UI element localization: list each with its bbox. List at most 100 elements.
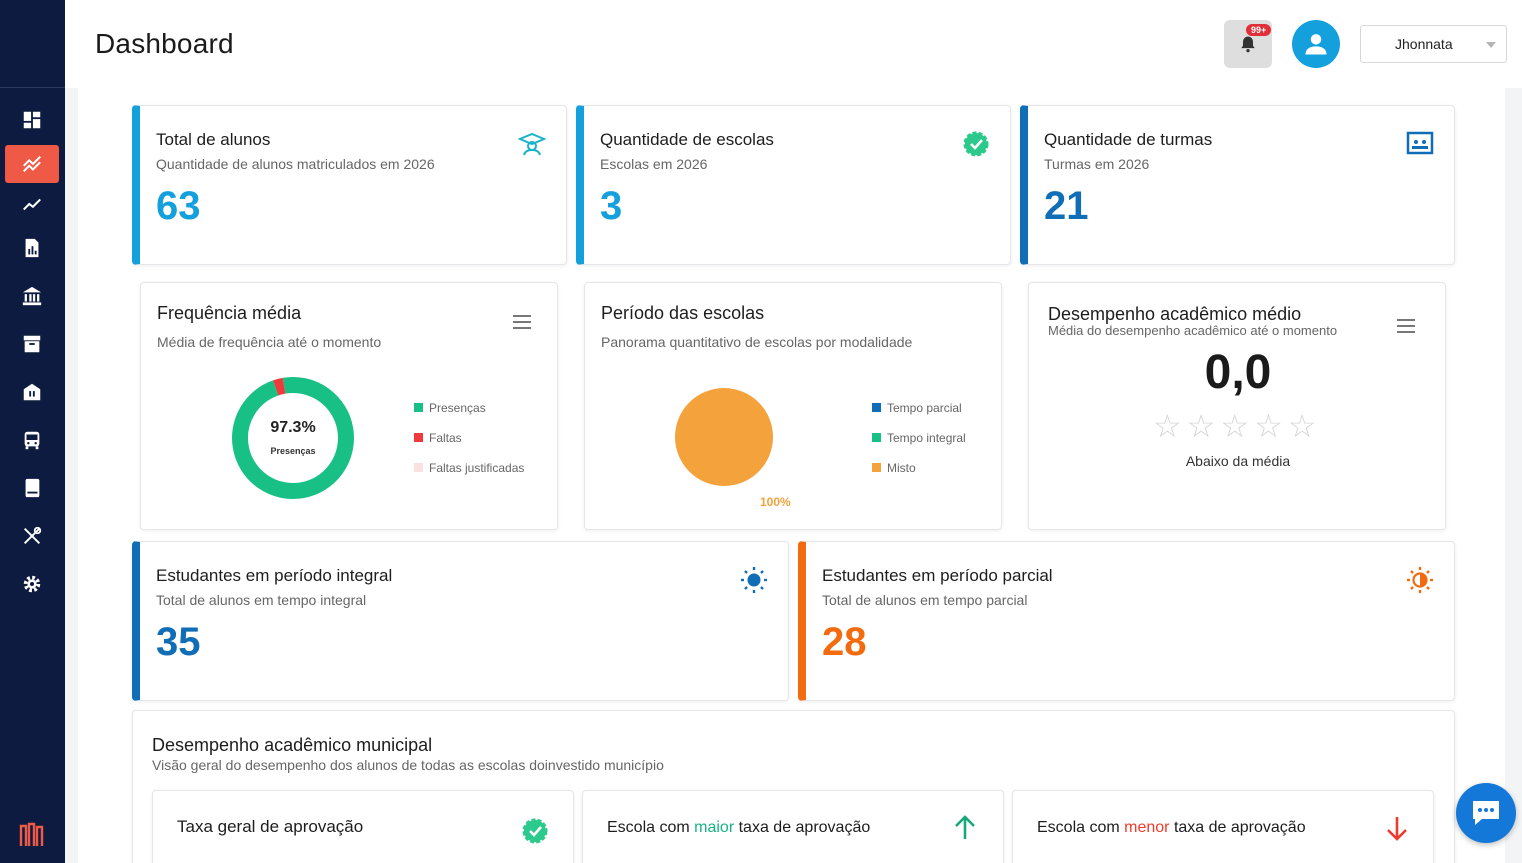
legend-label: Tempo parcial	[887, 400, 962, 415]
bell-icon	[1241, 36, 1255, 53]
dashboard-icon	[23, 111, 41, 129]
legend-item[interactable]: Tempo integral	[872, 430, 966, 445]
legend-label: Presenças	[429, 400, 486, 415]
card-title: Desempenho acadêmico médio	[1048, 304, 1302, 324]
legend-item[interactable]: Faltas	[414, 430, 524, 445]
donut-slice-presencas	[232, 377, 354, 499]
star-icon: ☆	[1153, 408, 1187, 444]
legend-item[interactable]: Misto	[872, 460, 966, 475]
card-title: Total de alunos	[156, 130, 271, 149]
book-icon	[25, 478, 40, 498]
sidebar-item-book[interactable]	[5, 469, 59, 507]
card-title: Quantidade de escolas	[600, 130, 774, 149]
gear-icon	[23, 575, 41, 593]
legend-item[interactable]: Faltas justificadas	[414, 460, 524, 475]
rating-stars: ☆☆☆☆☆	[1153, 407, 1321, 445]
periodo-pie-chart	[675, 388, 773, 486]
classroom-icon	[1406, 131, 1434, 155]
total-alunos-card: Total de alunos Quantidade de alunos mat…	[132, 105, 567, 265]
card-subtitle: Total de alunos em tempo integral	[156, 592, 367, 608]
sidebar-item-bus[interactable]	[5, 421, 59, 459]
desempenho-value: 0,0	[1204, 346, 1272, 399]
frequencia-media-card: Frequência média Média de frequência até…	[140, 282, 558, 530]
frequencia-legend: Presenças Faltas Faltas justificadas	[414, 400, 524, 490]
card-title: Estudantes em período parcial	[822, 566, 1053, 585]
legend-label: Tempo integral	[887, 430, 966, 445]
sidebar-item-archive[interactable]	[5, 325, 59, 363]
sidebar-item-institution[interactable]	[5, 277, 59, 315]
top-header: Dashboard 99+ Jhonnata	[65, 0, 1522, 88]
bus-icon	[24, 431, 40, 450]
menor-taxa-card: Escola com menor taxa de aprovação	[1012, 790, 1434, 863]
chat-button[interactable]	[1456, 783, 1516, 843]
legend-swatch	[414, 433, 423, 442]
archive-icon	[23, 335, 41, 353]
card-title: Escola com menor taxa de aprovação	[1037, 819, 1306, 836]
school-icon	[23, 383, 41, 401]
quantidade-escolas-value: 3	[600, 184, 623, 228]
estudantes-integral-value: 35	[156, 620, 201, 664]
sidebar-item-dashboard[interactable]	[5, 101, 59, 139]
sidebar	[0, 0, 65, 863]
tools-icon	[23, 526, 42, 545]
half-sun-icon	[1407, 567, 1433, 593]
verified-badge-icon	[963, 131, 989, 157]
card-subtitle: Escolas em 2026	[600, 156, 708, 172]
donut-center-label: Presenças	[270, 446, 316, 456]
estudantes-integral-card: Estudantes em período integral Total de …	[132, 541, 789, 701]
user-avatar[interactable]	[1292, 20, 1340, 68]
arrow-up-icon	[955, 815, 975, 839]
chevron-down-icon	[1486, 42, 1496, 48]
star-icon: ☆	[1186, 408, 1221, 444]
quantidade-turmas-value: 21	[1044, 184, 1089, 228]
card-subtitle: Panorama quantitativo de escolas por mod…	[601, 334, 913, 350]
arrow-down-icon	[1387, 817, 1407, 841]
verified-badge-icon	[522, 818, 548, 844]
estudantes-parcial-card: Estudantes em período parcial Total de a…	[798, 541, 1455, 701]
legend-swatch	[872, 403, 881, 412]
legend-item[interactable]: Tempo parcial	[872, 400, 966, 415]
donut-center-value: 97.3%	[270, 419, 316, 436]
hamburger-menu-icon[interactable]	[1397, 319, 1415, 333]
legend-swatch	[414, 403, 423, 412]
card-subtitle: Média do desempenho acadêmico até o mome…	[1048, 323, 1338, 338]
taxa-geral-card: Taxa geral de aprovação	[152, 790, 574, 863]
card-title: Período das escolas	[601, 303, 765, 323]
institution-icon	[22, 286, 42, 306]
sidebar-item-tools[interactable]	[5, 517, 59, 555]
card-subtitle: Turmas em 2026	[1044, 156, 1150, 172]
brand-logo-icon	[19, 822, 44, 846]
sidebar-item-school[interactable]	[5, 373, 59, 411]
legend-item[interactable]: Presenças	[414, 400, 524, 415]
sidebar-item-report[interactable]	[5, 229, 59, 267]
quantidade-turmas-card: Quantidade de turmas Turmas em 2026 21	[1020, 105, 1455, 265]
section-title: Desempenho acadêmico municipal	[152, 735, 433, 755]
card-subtitle: Média de frequência até o momento	[157, 334, 382, 350]
donut-slice-faltas	[232, 377, 354, 499]
star-icon: ☆	[1287, 408, 1322, 444]
star-icon: ☆	[1220, 408, 1255, 444]
periodo-legend: Tempo parcial Tempo integral Misto	[872, 400, 966, 490]
sidebar-item-analytics[interactable]	[5, 145, 59, 183]
periodo-escolas-card: Período das escolas Panorama quantitativ…	[584, 282, 1002, 530]
star-icon: ☆	[1254, 408, 1288, 444]
card-subtitle: Quantidade de alunos matriculados em 202…	[156, 156, 435, 172]
legend-label: Faltas	[429, 430, 462, 445]
user-dropdown[interactable]: Jhonnata	[1360, 25, 1507, 63]
section-subtitle: Visão geral do desempenho dos alunos de …	[152, 757, 664, 773]
legend-label: Faltas justificadas	[429, 460, 525, 475]
frequencia-donut-chart	[232, 377, 354, 499]
card-title: Taxa geral de aprovação	[177, 817, 364, 836]
card-subtitle: Total de alunos em tempo parcial	[822, 592, 1028, 608]
hamburger-menu-icon[interactable]	[513, 315, 531, 329]
graduate-icon	[518, 132, 546, 156]
sidebar-item-settings[interactable]	[5, 565, 59, 603]
analytics-icon	[23, 155, 41, 173]
desempenho-medio-card: Desempenho acadêmico médio Média do dese…	[1028, 282, 1446, 530]
sun-icon	[741, 567, 767, 593]
sidebar-item-trending[interactable]	[5, 185, 59, 223]
total-alunos-value: 63	[156, 184, 201, 228]
maior-taxa-card: Escola com maior taxa de aprovação	[582, 790, 1004, 863]
estudantes-parcial-value: 28	[822, 620, 867, 664]
legend-swatch	[414, 463, 423, 472]
